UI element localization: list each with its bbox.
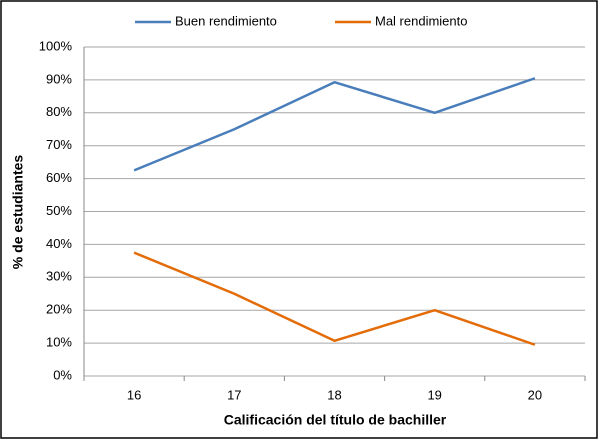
y-tick-label: 10% (46, 335, 72, 350)
series-line (133, 77, 536, 172)
x-tick-label: 17 (227, 387, 241, 402)
x-tick-label: 18 (327, 387, 341, 402)
y-tick-label: 50% (46, 203, 72, 218)
y-tick-label: 90% (46, 71, 72, 86)
x-axis-title: Calificación del título de bachiller (224, 412, 447, 428)
y-tick-label: 0% (53, 367, 72, 382)
x-tick-label: 16 (127, 387, 141, 402)
legend-label: Mal rendimiento (375, 13, 468, 28)
x-tick-label: 19 (427, 387, 441, 402)
x-tick-label: 20 (528, 387, 542, 402)
y-tick-label: 80% (46, 104, 72, 119)
y-tick-label: 70% (46, 137, 72, 152)
y-axis-title: % de estudiantes (10, 155, 26, 270)
y-tick-label: 30% (46, 269, 72, 284)
y-tick-label: 100% (39, 38, 73, 53)
legend-label: Buen rendimiento (175, 13, 277, 28)
y-tick-label: 20% (46, 302, 72, 317)
y-tick-label: 40% (46, 236, 72, 251)
series-line (133, 251, 536, 346)
y-tick-label: 60% (46, 170, 72, 185)
